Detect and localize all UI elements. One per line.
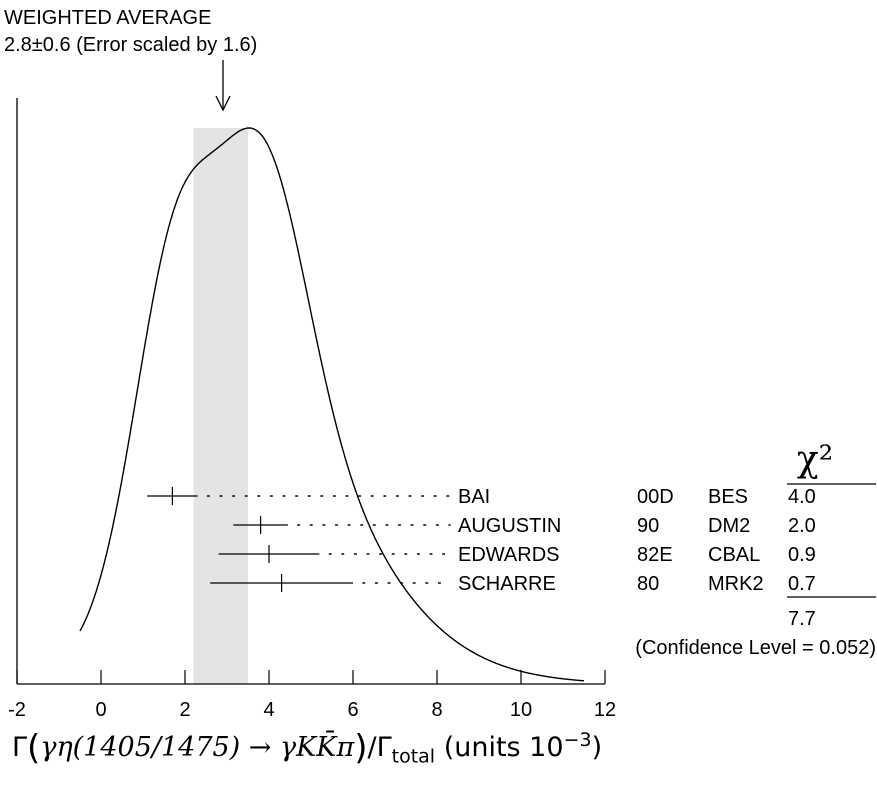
x-axis-reaction: γη(1405/1475) → γKK̄π bbox=[40, 732, 355, 763]
x-tick-label: 0 bbox=[95, 699, 106, 721]
x-tick-label: 8 bbox=[431, 699, 442, 721]
x-ticks: -2 0 2 4 6 8 10 12 bbox=[8, 670, 616, 721]
measurement-year: 82E bbox=[637, 544, 673, 566]
x-axis-over: /Γ bbox=[367, 732, 392, 763]
x-tick-label: 2 bbox=[179, 699, 190, 721]
measurement-year: 90 bbox=[637, 515, 659, 537]
x-tick-label: 10 bbox=[510, 699, 532, 721]
measurement-name: BAI bbox=[458, 486, 490, 508]
average-arrow-head bbox=[215, 95, 231, 112]
measurement-experiment: CBAL bbox=[708, 544, 760, 566]
x-axis-sub: total bbox=[391, 745, 436, 768]
chi2-total: 7.7 bbox=[788, 608, 816, 630]
measurement-name: EDWARDS bbox=[458, 544, 559, 566]
ideogram-curve bbox=[79, 127, 585, 682]
measurements: BAI 00D BES 4.0 AUGUSTIN 90 DM2 2.0 EDWARDS 82E CB… bbox=[147, 486, 816, 595]
left-paren: ( bbox=[27, 728, 41, 768]
measurement-year: 00D bbox=[637, 486, 674, 508]
x-tick-label: 4 bbox=[263, 699, 274, 721]
measurement-experiment: DM2 bbox=[708, 515, 750, 537]
weighted-average-title: WEIGHTED AVERAGE bbox=[4, 7, 211, 29]
x-tick-label: -2 bbox=[8, 699, 26, 721]
measurement-name: SCHARRE bbox=[458, 573, 556, 595]
measurement-chi2: 2.0 bbox=[788, 515, 816, 537]
x-axis-gamma: Γ bbox=[12, 732, 28, 763]
measurement-name: AUGUSTIN bbox=[458, 515, 561, 537]
confidence-level: (Confidence Level = 0.052) bbox=[635, 637, 876, 659]
weighted-average-value: 2.8±0.6 (Error scaled by 1.6) bbox=[4, 34, 257, 56]
x-axis-exp: −3 bbox=[563, 729, 592, 751]
right-paren: ) bbox=[354, 728, 368, 768]
measurement-experiment: BES bbox=[708, 486, 748, 508]
x-tick-label: 6 bbox=[347, 699, 358, 721]
measurement-chi2: 0.7 bbox=[788, 573, 816, 595]
x-axis-close: ) bbox=[591, 732, 603, 763]
x-tick-label: 12 bbox=[594, 699, 616, 721]
measurement-chi2: 4.0 bbox=[788, 486, 816, 508]
measurement-year: 80 bbox=[637, 573, 659, 595]
x-axis-units: (units 10 bbox=[443, 732, 564, 763]
x-axis-label: Γ(γη(1405/1475) → γKK̄π)/Γtotal (units 1… bbox=[12, 728, 602, 768]
weighted-average-band bbox=[193, 128, 248, 684]
measurement-experiment: MRK2 bbox=[708, 573, 764, 595]
chi2-header: χ² bbox=[797, 439, 833, 480]
measurement-chi2: 0.9 bbox=[788, 544, 816, 566]
